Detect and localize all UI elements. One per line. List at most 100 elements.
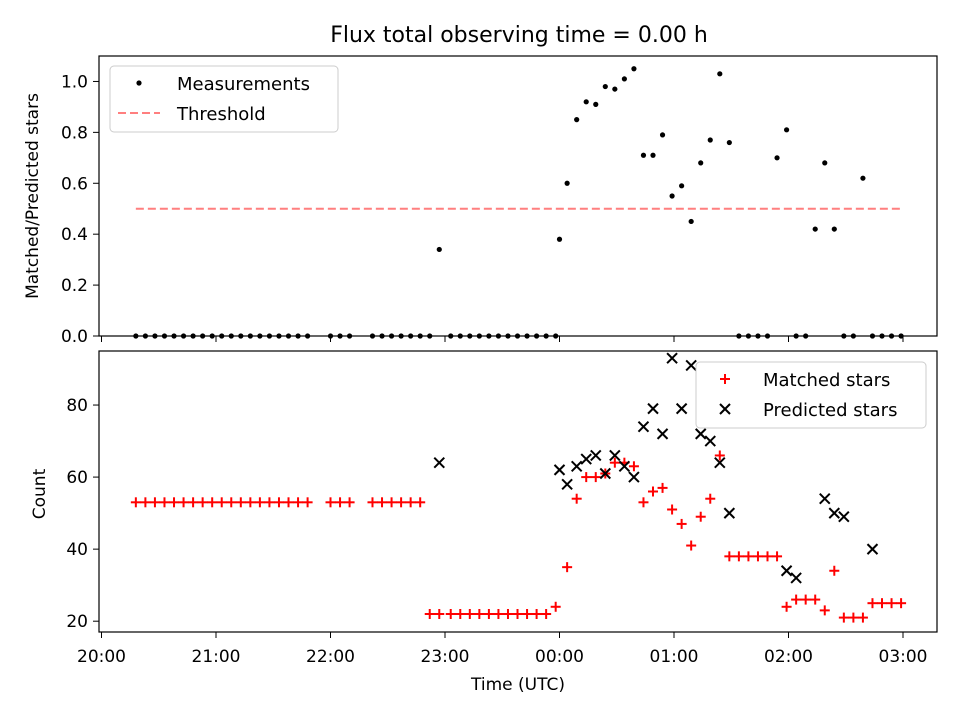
measurement-point <box>408 333 414 339</box>
matched-star-point <box>724 551 735 562</box>
measurement-point <box>745 333 752 339</box>
measurement-point <box>679 183 685 189</box>
measurement-point <box>133 333 139 339</box>
predicted-x-b <box>599 467 612 480</box>
predicted-x-b <box>666 352 678 364</box>
x-tick-label: 01:00 <box>650 647 699 667</box>
matched-star-point <box>464 608 475 619</box>
matched-star-point <box>838 612 849 623</box>
bottom-y-axis-label: Count <box>30 468 50 519</box>
measurement-point <box>860 175 866 181</box>
matched-star-point <box>609 457 620 468</box>
measurement-point <box>486 333 492 339</box>
measurement-point <box>698 160 704 166</box>
matched-star-point <box>197 497 208 508</box>
predicted-x-b <box>647 402 659 415</box>
matched-star-point <box>581 472 592 483</box>
matched-star-point <box>254 497 265 508</box>
predicted-x-b <box>819 492 831 505</box>
matched-star-point <box>335 497 346 508</box>
predicted-star-point <box>580 453 592 465</box>
measurement-point <box>688 218 694 225</box>
measurement-point <box>247 333 253 339</box>
matched-star-point <box>896 598 907 609</box>
top-y-tick-label: 0.0 <box>61 327 88 347</box>
matched-star-point <box>648 486 659 497</box>
predicted-star-point <box>628 471 640 483</box>
top-y-tick-label: 0.8 <box>61 123 88 143</box>
measurement-point <box>543 333 549 339</box>
predicted-x-b <box>838 511 850 523</box>
top-y-tick-label: 0.6 <box>61 174 88 194</box>
matched-star-point <box>273 497 284 508</box>
measurement-point <box>726 139 732 146</box>
matched-star-point <box>886 598 897 609</box>
bottom-y-tick-label: 40 <box>66 540 88 560</box>
bottom-y-tick-label: 60 <box>66 468 88 488</box>
matched-star-point <box>424 608 435 619</box>
predicted-star-point <box>675 402 688 415</box>
predicted-star-point <box>656 428 669 440</box>
measurement-point <box>574 117 580 123</box>
measurement-point <box>879 333 885 339</box>
matched-star-point <box>522 608 533 619</box>
measurement-point <box>257 333 263 339</box>
predicted-x-b <box>590 449 602 462</box>
measurement-point <box>369 333 376 339</box>
measurement-point <box>736 333 742 339</box>
measurement-point <box>593 101 599 107</box>
matched-star-point <box>377 497 388 508</box>
bottom-legend: Matched stars Predicted stars <box>695 361 927 429</box>
predicted-x-b <box>780 565 793 577</box>
matched-star-point <box>434 608 445 619</box>
measurement-point <box>209 333 215 339</box>
predicted-star-point <box>866 543 879 555</box>
predicted-star-point <box>433 456 445 469</box>
matched-star-point <box>791 594 802 605</box>
matched-star-point <box>752 551 763 562</box>
matched-star-point <box>667 504 678 515</box>
predicted-star-point <box>570 460 583 472</box>
matched-star-point <box>455 608 466 619</box>
predicted-star-point <box>819 492 831 505</box>
matched-star-point <box>857 612 868 623</box>
legend-label-matched: Matched stars <box>763 370 890 391</box>
predicted-x-b <box>618 460 631 472</box>
matched-star-point <box>367 497 378 508</box>
matched-star-point <box>405 497 416 508</box>
top-y-tick-label: 1.0 <box>61 72 88 92</box>
bottom-y-ticks: 20 40 60 80 <box>66 396 99 632</box>
measurement-point <box>831 226 837 232</box>
measurement-point <box>774 155 780 161</box>
predicted-star-point <box>723 507 736 519</box>
measurement-point <box>524 333 530 339</box>
predicted-x-b <box>695 428 707 440</box>
matched-star-point <box>169 497 180 508</box>
top-x-ticks <box>101 336 904 342</box>
measurement-point <box>640 152 647 158</box>
measurement-point <box>764 333 771 339</box>
predicted-star-point <box>666 352 678 364</box>
x-tick-label: 00:00 <box>535 647 584 667</box>
measurement-point <box>142 333 148 339</box>
matched-star-point <box>512 608 523 619</box>
measurement-point <box>266 333 273 339</box>
x-tick-label: 20:00 <box>77 647 126 667</box>
measurement-point <box>793 333 799 339</box>
matched-star-point <box>550 601 561 612</box>
top-y-tick-label: 0.2 <box>61 276 88 296</box>
measurement-point <box>467 333 473 339</box>
x-tick-label: 21:00 <box>192 647 241 667</box>
predicted-x-b <box>656 428 669 440</box>
matched-star-point <box>743 551 754 562</box>
measurement-point <box>152 333 158 339</box>
bottom-y-tick-label: 80 <box>66 396 88 416</box>
matched-star-point <box>541 608 552 619</box>
measurement-point <box>841 333 847 339</box>
measurement-point <box>448 333 454 339</box>
measurement-point <box>398 333 404 339</box>
top-legend: Measurements Threshold <box>109 65 339 133</box>
measurement-point <box>888 333 895 339</box>
